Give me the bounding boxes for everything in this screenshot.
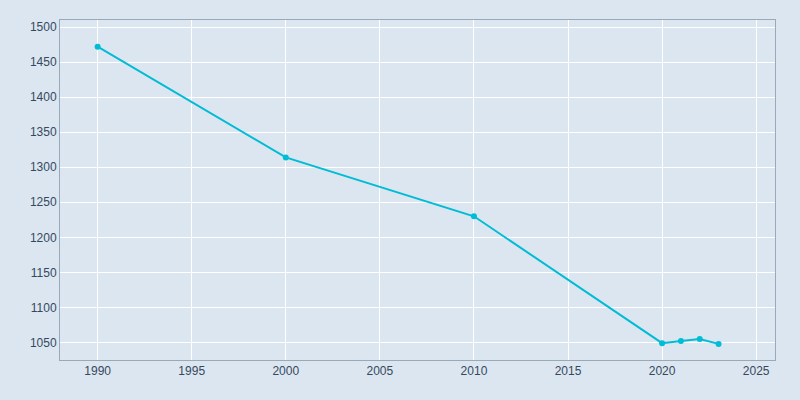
svg-text:2010: 2010 (461, 364, 488, 378)
svg-text:1250: 1250 (30, 195, 57, 209)
svg-text:2020: 2020 (649, 364, 676, 378)
svg-text:1500: 1500 (30, 20, 57, 34)
svg-text:1400: 1400 (30, 90, 57, 104)
svg-text:2025: 2025 (743, 364, 770, 378)
svg-text:1995: 1995 (178, 364, 205, 378)
svg-text:1990: 1990 (84, 364, 111, 378)
svg-text:2005: 2005 (367, 364, 394, 378)
svg-text:1200: 1200 (30, 231, 57, 245)
svg-text:1050: 1050 (30, 336, 57, 350)
svg-text:1150: 1150 (31, 266, 57, 280)
svg-text:1350: 1350 (30, 125, 57, 139)
svg-text:2015: 2015 (555, 364, 582, 378)
svg-text:2000: 2000 (272, 364, 299, 378)
svg-text:1300: 1300 (30, 160, 57, 174)
svg-text:1450: 1450 (30, 55, 57, 69)
svg-text:1100: 1100 (31, 301, 57, 315)
